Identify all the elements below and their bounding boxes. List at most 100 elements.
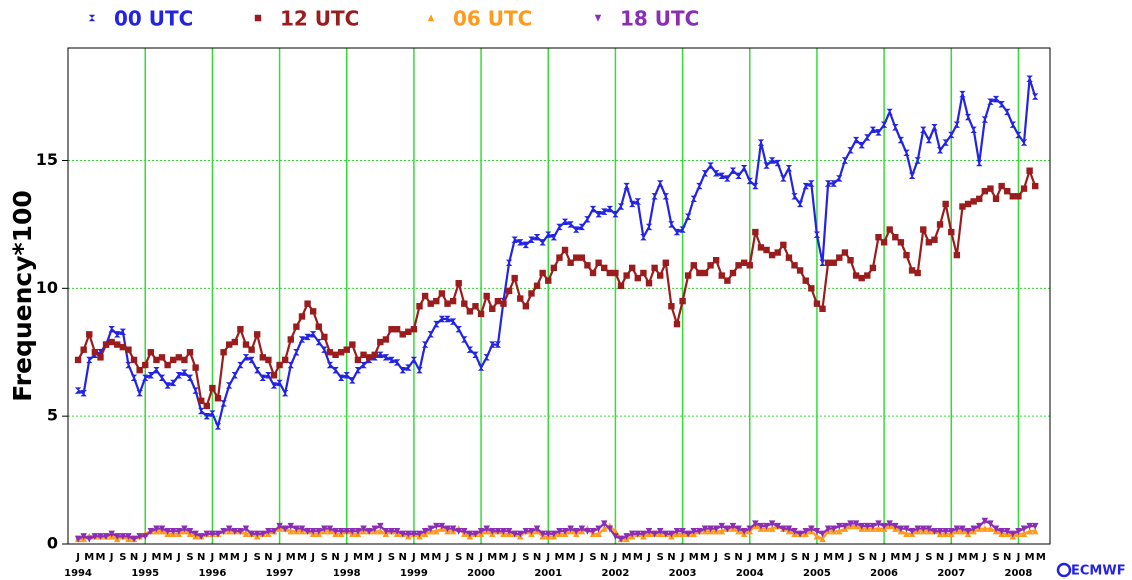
month-label: J — [780, 552, 785, 563]
month-label: M — [498, 552, 508, 563]
y-tick-label: 15 — [36, 150, 58, 169]
month-label: J — [982, 552, 987, 563]
month-label: M — [1025, 552, 1035, 563]
legend-label: 12 UTC — [280, 7, 359, 31]
month-label: J — [579, 552, 584, 563]
month-label: N — [1003, 552, 1011, 563]
month-label: N — [802, 552, 810, 563]
month-label: J — [680, 552, 685, 563]
series — [74, 75, 1039, 430]
x-tick-label: 1997 — [266, 568, 294, 579]
month-label: N — [130, 552, 138, 563]
month-label: M — [969, 552, 979, 563]
month-label: J — [747, 552, 752, 563]
legend-item: 00 UTC — [88, 7, 193, 31]
month-label: J — [915, 552, 920, 563]
month-label: M — [431, 552, 441, 563]
month-label: J — [109, 552, 114, 563]
month-label: M — [823, 552, 833, 563]
month-label: M — [890, 552, 900, 563]
month-label: J — [814, 552, 819, 563]
month-label: J — [344, 552, 349, 563]
month-label: J — [310, 552, 315, 563]
month-label: N — [331, 552, 339, 563]
legend-item: 06 UTC — [427, 7, 532, 31]
month-label: M — [230, 552, 240, 563]
x-tick-label: 2005 — [803, 568, 831, 579]
month-label: S — [657, 552, 664, 563]
month-label: J — [545, 552, 550, 563]
month-label: M — [566, 552, 576, 563]
month-label: M — [756, 552, 766, 563]
month-label: N — [869, 552, 877, 563]
month-label: S — [791, 552, 798, 563]
series-line — [77, 519, 1036, 541]
month-label: J — [948, 552, 953, 563]
legend-item: 12 UTC — [254, 7, 359, 31]
month-label: J — [713, 552, 718, 563]
month-label: M — [633, 552, 643, 563]
month-label: N — [264, 552, 272, 563]
month-label: M — [353, 552, 363, 563]
marker — [1032, 522, 1039, 530]
month-label: J — [176, 552, 181, 563]
month-label: M — [151, 552, 161, 563]
month-label: M — [689, 552, 699, 563]
month-label: S — [321, 552, 328, 563]
ecmwf-logo: ECMWF — [1056, 562, 1126, 579]
series-line — [77, 77, 1037, 428]
month-label: S — [925, 552, 932, 563]
month-label: S — [186, 552, 193, 563]
month-label: M — [95, 552, 105, 563]
legend-item: 18 UTC — [594, 7, 699, 31]
series-line — [77, 169, 1037, 407]
month-label: J — [1016, 552, 1021, 563]
month-label: M — [219, 552, 229, 563]
legend-label: 06 UTC — [453, 7, 532, 31]
month-label: N — [533, 552, 541, 563]
month-label: N — [197, 552, 205, 563]
y-tick-label: 0 — [47, 534, 58, 553]
marker — [427, 14, 435, 22]
month-label: M — [554, 552, 564, 563]
month-label: J — [377, 552, 382, 563]
month-label: J — [848, 552, 853, 563]
month-label: M — [1036, 552, 1046, 563]
month-label: N — [399, 552, 407, 563]
x-tick-label: 1996 — [198, 568, 226, 579]
month-label: N — [734, 552, 742, 563]
month-label: S — [455, 552, 462, 563]
month-label: N — [936, 552, 944, 563]
month-label: S — [388, 552, 395, 563]
marker — [254, 14, 262, 22]
x-tick-label: 1999 — [400, 568, 428, 579]
series — [74, 167, 1039, 410]
month-label: J — [277, 552, 282, 563]
month-label: J — [512, 552, 517, 563]
x-tick-label: 2008 — [1005, 568, 1033, 579]
month-label: S — [254, 552, 261, 563]
y-tick-label: 10 — [36, 278, 58, 297]
month-label: J — [243, 552, 248, 563]
logo-text: ECMWF — [1071, 564, 1126, 579]
month-label: S — [589, 552, 596, 563]
month-label: M — [420, 552, 430, 563]
month-label: J — [613, 552, 618, 563]
legend-label: 18 UTC — [620, 7, 699, 31]
month-label: J — [445, 552, 450, 563]
month-label: J — [75, 552, 80, 563]
month-label: S — [724, 552, 731, 563]
month-label: M — [700, 552, 710, 563]
month-label: J — [411, 552, 416, 563]
marker — [74, 387, 82, 394]
month-label: J — [478, 552, 483, 563]
marker — [594, 14, 602, 22]
x-tick-label: 1994 — [64, 568, 92, 579]
x-tick-label: 2001 — [534, 568, 562, 579]
month-label: N — [600, 552, 608, 563]
x-tick-label: 2002 — [601, 568, 629, 579]
x-tick-label: 2003 — [669, 568, 697, 579]
month-label: M — [297, 552, 307, 563]
x-tick-label: 2004 — [736, 568, 764, 579]
